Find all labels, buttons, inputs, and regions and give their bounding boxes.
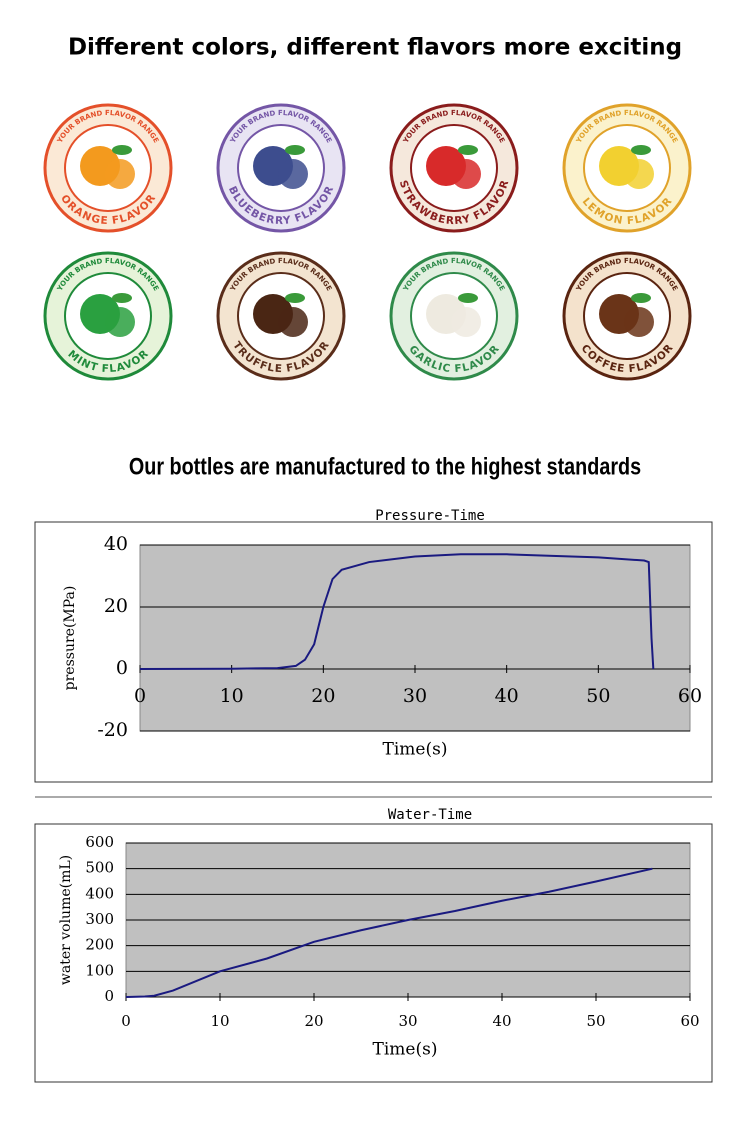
badge-leaf <box>285 293 305 303</box>
x-tick-label: 10 <box>210 1012 229 1030</box>
data-line <box>139 553 655 670</box>
x-tick-label: 0 <box>121 1012 131 1030</box>
x-tick-label: 0 <box>134 685 146 707</box>
y-tick-label: 0 <box>116 657 128 679</box>
y-tick-label: 300 <box>85 910 114 928</box>
data-line <box>125 867 653 998</box>
y-tick-label: -20 <box>97 719 128 741</box>
badge-leaf <box>112 145 132 155</box>
x-tick-label: 50 <box>586 685 610 707</box>
plot-area <box>139 544 691 732</box>
badge-leaf <box>458 145 478 155</box>
badge-fruit <box>624 307 654 337</box>
x-axis-label: Time(s) <box>373 1040 438 1060</box>
y-tick-label: 20 <box>104 595 128 617</box>
badge-fruit <box>451 159 481 189</box>
badge-leaf <box>631 145 651 155</box>
chart-title: Pressure-Time <box>375 508 485 524</box>
x-tick-label: 40 <box>492 1012 511 1030</box>
x-tick-label: 30 <box>398 1012 417 1030</box>
badge-fruit <box>624 159 654 189</box>
x-tick-label: 50 <box>586 1012 605 1030</box>
badge-fruit <box>105 307 135 337</box>
badge-fruit <box>105 159 135 189</box>
y-tick-label: 100 <box>85 961 114 979</box>
x-tick-label: 20 <box>304 1012 323 1030</box>
y-tick-label: 0 <box>104 987 114 1005</box>
y-tick-label: 600 <box>85 833 114 851</box>
x-tick-label: 40 <box>495 685 519 707</box>
y-axis-label: water volume(mL) <box>58 855 74 985</box>
chart-title: Water-Time <box>388 807 472 823</box>
x-tick-label: 30 <box>403 685 427 707</box>
x-axis-label: Time(s) <box>383 740 448 760</box>
x-tick-label: 10 <box>220 685 244 707</box>
section-heading: Our bottles are manufactured to the high… <box>129 453 641 480</box>
badge-fruit <box>451 307 481 337</box>
heading: Different colors, different flavors more… <box>68 35 682 61</box>
y-tick-label: 200 <box>85 936 114 954</box>
y-tick-label: 500 <box>85 859 114 877</box>
badge-fruit <box>278 307 308 337</box>
x-tick-label: 60 <box>678 685 702 707</box>
y-tick-label: 400 <box>85 884 114 902</box>
y-axis-label: pressure(MPa) <box>62 586 78 691</box>
badge-leaf <box>631 293 651 303</box>
x-tick-label: 20 <box>311 685 335 707</box>
x-tick-label: 60 <box>680 1012 699 1030</box>
badge-leaf <box>285 145 305 155</box>
badge-leaf <box>458 293 478 303</box>
badge-fruit <box>278 159 308 189</box>
badge-leaf <box>112 293 132 303</box>
y-tick-label: 40 <box>104 533 128 555</box>
